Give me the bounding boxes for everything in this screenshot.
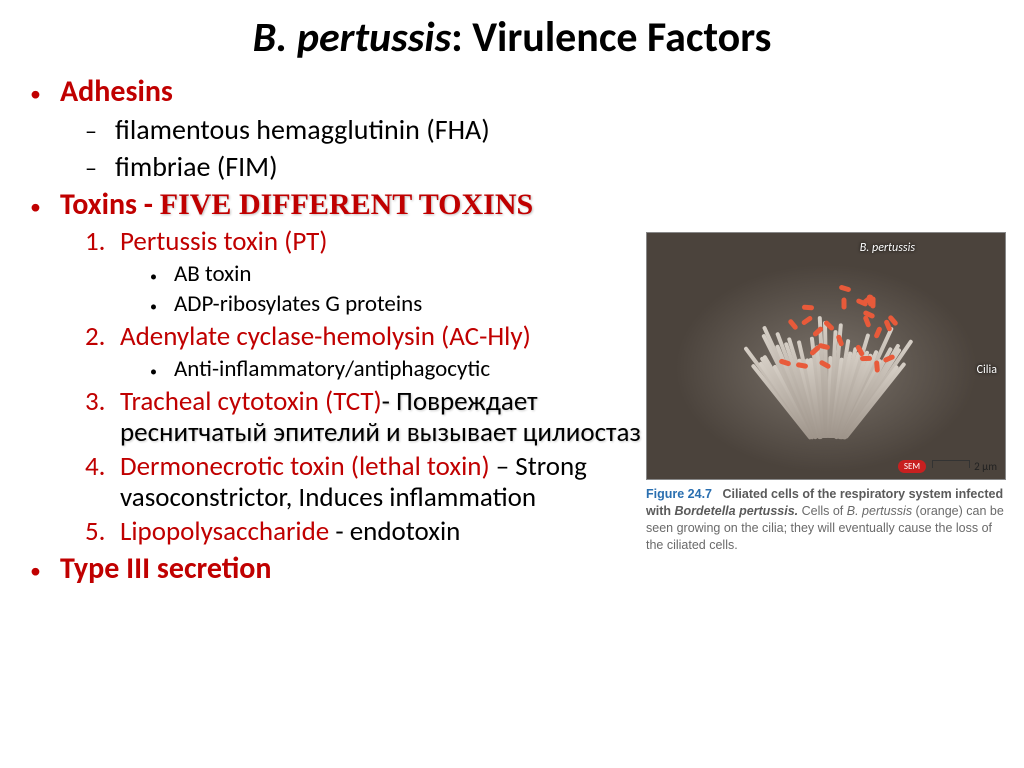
- toxin-item: 4. Dermonecrotic toxin (lethal toxin) – …: [85, 450, 645, 513]
- adhesins-item: – fimbriae (FIM): [85, 149, 1004, 184]
- toxin-item: 5. Lipopolysaccharide - endotoxin: [85, 515, 645, 548]
- toxin-num: 1.: [85, 225, 120, 258]
- figure-number: Figure 24.7: [646, 487, 712, 501]
- title-rest: : Virulence Factors: [451, 12, 771, 63]
- caption-rest-a: Cells of: [798, 504, 847, 518]
- figure-label-top: B. pertussis: [860, 241, 915, 255]
- adhesins-item: – filamentous hemagglutinin (FHA): [85, 112, 1004, 147]
- toxin-after: - endotoxin: [329, 515, 460, 548]
- figure-panel: B. pertussis Cilia SEM 2 µm Figure 24.7 …: [646, 232, 1006, 554]
- toxin-text: Lipopolysaccharide - endotoxin: [120, 516, 460, 547]
- toxins-label: Toxins: [60, 186, 137, 223]
- caption-bold-ital: Bordetella pertussis.: [674, 504, 798, 518]
- bullet-dot: •: [150, 268, 174, 285]
- toxin-item: 2. Adenylate cyclase-hemolysin (AC-Hly): [85, 320, 645, 353]
- scale-bar: 2 µm: [932, 460, 997, 473]
- bullet-dot: •: [150, 363, 174, 380]
- toxin-item: 1. Pertussis toxin (PT): [85, 225, 645, 258]
- dash: –: [85, 154, 115, 183]
- bullet-dot: •: [30, 557, 60, 584]
- title-italic: B. pertussis: [253, 12, 452, 63]
- adhesins-item-text: fimbriae (FIM): [115, 149, 278, 184]
- toxins-highlight: FIVE DIFFERENT TOXINS: [160, 188, 533, 221]
- toxin-red: Lipopolysaccharide: [120, 515, 329, 548]
- toxin-text: Tracheal cytotoxin (TCT)- Повреждает рес…: [120, 386, 645, 448]
- dash: –: [85, 117, 115, 146]
- adhesins-label: Adhesins: [60, 73, 173, 110]
- scale-bar-line: [932, 460, 970, 468]
- toxin-num: 3.: [85, 385, 120, 418]
- cilia-cluster: [716, 268, 936, 468]
- toxin-text: Dermonecrotic toxin (lethal toxin) – Str…: [120, 451, 645, 513]
- scale-text: 2 µm: [974, 460, 997, 473]
- bullet-dot: •: [150, 298, 174, 315]
- figure-scale: SEM 2 µm: [898, 460, 997, 473]
- toxin-red: Tracheal cytotoxin (TCT): [120, 385, 382, 418]
- caption-rest-ital: B. pertussis: [847, 504, 912, 518]
- toxin-sub-text: AB toxin: [174, 260, 252, 288]
- toxin-sub-text: Anti-inflammatory/antiphagocytic: [174, 355, 490, 383]
- toxins-sep: -: [137, 186, 160, 223]
- toxin-num: 4.: [85, 450, 120, 483]
- toxin-text: Pertussis toxin (PT): [120, 226, 328, 257]
- figure-label-right: Cilia: [977, 363, 997, 377]
- adhesins-item-text: filamentous hemagglutinin (FHA): [115, 112, 490, 147]
- toxin-sub-text: ADP-ribosylates G proteins: [174, 290, 422, 318]
- toxin-num: 2.: [85, 320, 120, 353]
- slide-title: B. pertussis: Virulence Factors: [0, 0, 1024, 71]
- figure-image: B. pertussis Cilia SEM 2 µm: [646, 232, 1006, 480]
- toxin-item: 3. Tracheal cytotoxin (TCT)- Повреждает …: [85, 385, 645, 448]
- toxin-red: Dermonecrotic toxin (lethal toxin): [120, 450, 490, 483]
- bullet-type3: • Type III secretion: [30, 550, 1004, 587]
- toxin-num: 5.: [85, 515, 120, 548]
- bullet-adhesins: • Adhesins: [30, 73, 1004, 110]
- toxins-line: Toxins - FIVE DIFFERENT TOXINS: [60, 186, 533, 223]
- toxin-text: Adenylate cyclase-hemolysin (AC-Hly): [120, 321, 531, 352]
- bullet-toxins: • Toxins - FIVE DIFFERENT TOXINS: [30, 186, 1004, 223]
- bullet-dot: •: [30, 193, 60, 220]
- figure-caption: Figure 24.7 Ciliated cells of the respir…: [646, 486, 1006, 554]
- sem-badge: SEM: [898, 460, 926, 473]
- type3-label: Type III secretion: [60, 550, 272, 587]
- bullet-dot: •: [30, 80, 60, 107]
